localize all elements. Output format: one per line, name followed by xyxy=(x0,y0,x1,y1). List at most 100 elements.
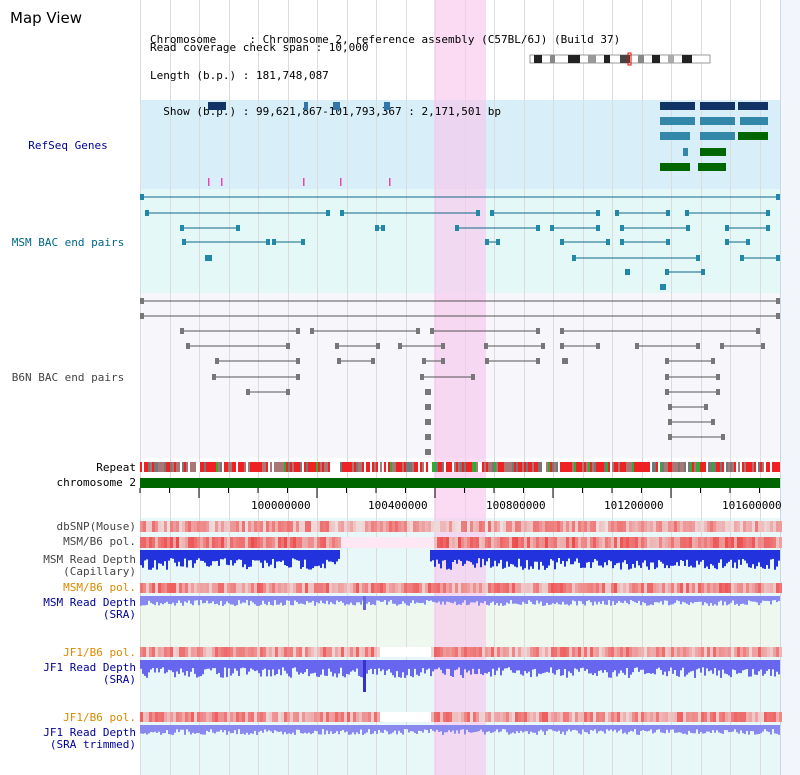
heat-cell xyxy=(179,521,182,532)
scroll-strip[interactable] xyxy=(780,0,800,775)
heat-cell xyxy=(272,712,275,722)
depth-bar xyxy=(588,550,590,562)
repeat-segment xyxy=(496,462,498,472)
depth-bar xyxy=(350,660,352,672)
heat-cell xyxy=(245,712,248,722)
repeat-segment xyxy=(160,462,162,472)
depth-bar xyxy=(530,550,532,567)
depth-bar xyxy=(540,725,542,730)
heat-cell xyxy=(467,712,470,722)
depth-bar xyxy=(404,725,406,730)
heat-cell xyxy=(227,712,230,722)
depth-bar xyxy=(668,660,670,672)
depth-bar xyxy=(282,596,284,606)
repeat-segment xyxy=(460,462,462,472)
heat-cell xyxy=(182,537,185,548)
heat-cell xyxy=(650,647,653,657)
depth-bar xyxy=(774,550,776,570)
depth-bar xyxy=(318,596,320,604)
heat-cell xyxy=(356,583,359,593)
depth-bar xyxy=(642,550,644,563)
repeat-segment xyxy=(578,462,580,472)
depth-bar xyxy=(464,660,466,670)
msm-bac-end xyxy=(776,255,780,261)
depth-bar xyxy=(200,660,202,677)
heat-cell xyxy=(590,712,593,722)
heat-cell xyxy=(719,647,722,657)
depth-bar xyxy=(774,596,776,601)
repeat-segment xyxy=(646,462,648,472)
depth-bar xyxy=(142,550,144,568)
depth-bar xyxy=(690,660,692,672)
depth-bar xyxy=(488,660,490,672)
heat-cell xyxy=(440,647,443,657)
heat-cell xyxy=(737,712,740,722)
depth-bar xyxy=(284,660,286,671)
heat-cell xyxy=(362,583,365,593)
repeat-segment xyxy=(728,462,730,472)
depth-bar xyxy=(300,596,302,604)
heat-cell xyxy=(272,521,275,532)
msm-bac-end xyxy=(740,255,744,261)
heat-cell xyxy=(299,537,302,548)
depth-bar xyxy=(318,550,320,566)
repeat-segment xyxy=(586,462,588,472)
heat-cell xyxy=(479,583,482,593)
repeat-segment xyxy=(344,462,346,472)
heat-cell xyxy=(401,521,404,532)
depth-bar xyxy=(262,596,264,601)
heat-cell xyxy=(641,712,644,722)
depth-bar xyxy=(670,660,672,668)
heat-cell xyxy=(164,647,167,657)
heat-cell xyxy=(179,537,182,548)
repeat-segment xyxy=(406,462,408,472)
heat-cell xyxy=(392,647,395,657)
depth-bar xyxy=(460,550,462,562)
heat-cell xyxy=(197,583,200,593)
depth-bar xyxy=(484,550,486,566)
depth-bar xyxy=(394,660,396,678)
depth-bar xyxy=(380,596,382,602)
depth-bar xyxy=(352,725,354,733)
repeat-segment xyxy=(394,462,396,472)
heat-cell xyxy=(680,521,683,532)
heat-cell xyxy=(689,712,692,722)
depth-bar xyxy=(208,550,210,567)
depth-bar xyxy=(560,550,562,564)
heat-cell xyxy=(227,521,230,532)
heat-cell xyxy=(281,521,284,532)
heat-cell xyxy=(533,537,536,548)
heat-cell xyxy=(320,583,323,593)
heat-cell xyxy=(635,537,638,548)
heat-cell xyxy=(254,583,257,593)
depth-bar xyxy=(546,660,548,672)
heat-cell xyxy=(413,537,416,548)
depth-bar xyxy=(176,550,178,567)
depth-bar xyxy=(640,660,642,670)
depth-bar xyxy=(718,725,720,733)
depth-bar xyxy=(290,550,292,568)
chromosome-ideogram[interactable] xyxy=(528,52,714,66)
heat-cell xyxy=(764,537,767,548)
depth-bar xyxy=(626,725,628,735)
msm-bac-end xyxy=(662,284,666,290)
heat-cell xyxy=(341,583,344,593)
depth-bar xyxy=(554,660,556,675)
heat-cell xyxy=(704,583,707,593)
depth-bar xyxy=(296,660,298,672)
depth-bar xyxy=(244,550,246,565)
depth-bar xyxy=(608,550,610,561)
heat-cell xyxy=(374,521,377,532)
depth-bar xyxy=(186,725,188,730)
repeat-segment xyxy=(554,462,556,472)
heat-cell xyxy=(716,647,719,657)
repeat-segment xyxy=(734,462,736,472)
heat-cell xyxy=(458,537,461,548)
repeat-segment xyxy=(298,462,300,472)
depth-bar xyxy=(558,596,560,605)
repeat-segment xyxy=(176,462,178,472)
heat-cell xyxy=(416,712,419,722)
heat-cell xyxy=(155,583,158,593)
depth-bar xyxy=(176,725,178,730)
